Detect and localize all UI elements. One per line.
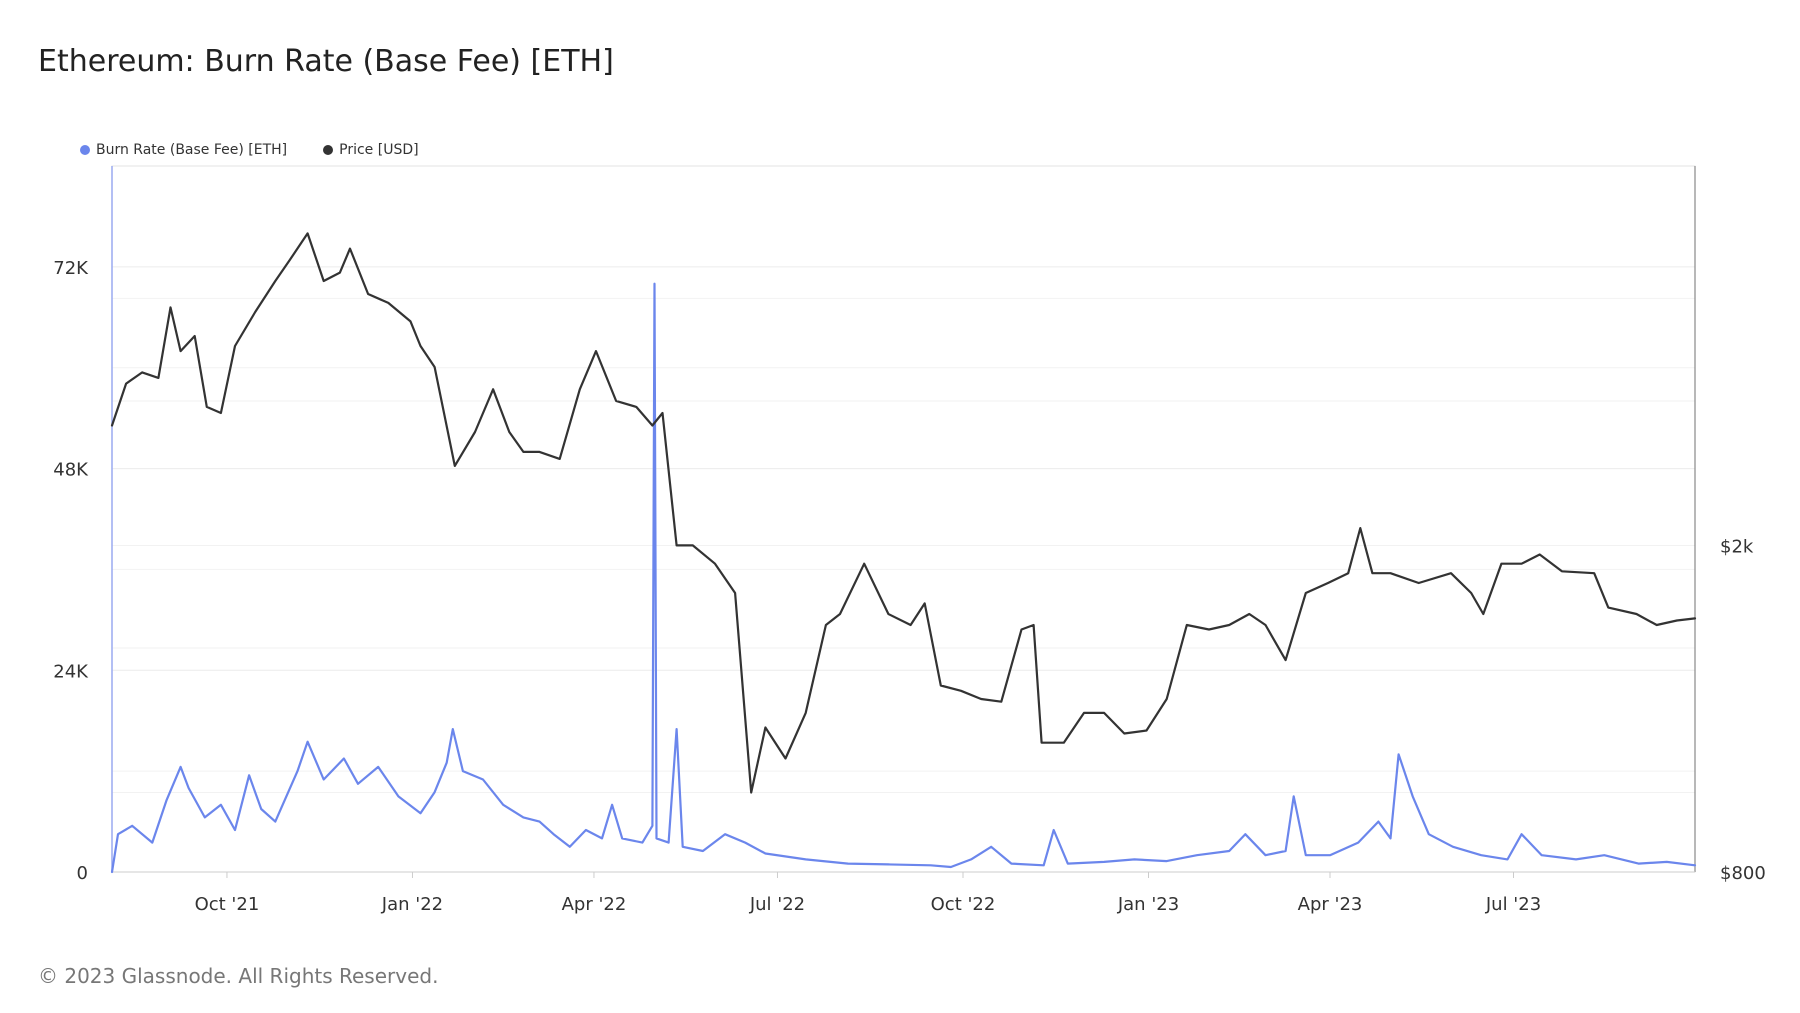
series-price-line	[110, 232, 1697, 794]
plot-frame	[111, 165, 1696, 873]
left-axis-tick-label: 48K	[53, 460, 89, 481]
x-axis-tick-label: Oct '22	[931, 894, 996, 915]
left-axis-tick-label: 72K	[53, 258, 89, 279]
legend-label-burn-rate: Burn Rate (Base Fee) [ETH]	[96, 142, 288, 158]
x-axis-tick-label: Jul '23	[1485, 894, 1541, 915]
x-axis-tick-label: Jan '23	[1117, 894, 1179, 915]
x-axis-tick-label: Jan '22	[381, 894, 443, 915]
chart-legend: Burn Rate (Base Fee) [ETH] Price [USD]	[80, 142, 419, 158]
x-axis-tick-label: Jul '22	[749, 894, 805, 915]
chart-title: Ethereum: Burn Rate (Base Fee) [ETH]	[38, 44, 614, 79]
right-axis-tick-label: $800	[1720, 863, 1766, 884]
left-axis-tick-label: 24K	[53, 661, 89, 682]
legend-dot-price	[323, 145, 334, 155]
x-axis-tick-label: Apr '23	[1298, 894, 1363, 915]
legend-dot-burn-rate	[80, 145, 90, 155]
legend-item-price[interactable]: Price [USD]	[323, 142, 419, 158]
left-axis-tick-label: 0	[77, 863, 88, 884]
x-axis-tick-label: Oct '21	[195, 894, 260, 915]
series-burn-rate-line	[110, 282, 1697, 874]
copyright-text: © 2023 Glassnode. All Rights Reserved.	[38, 964, 439, 988]
right-axis-tick-label: $2k	[1720, 536, 1754, 557]
legend-label-price: Price [USD]	[339, 142, 419, 158]
x-axis-tick-label: Apr '22	[562, 894, 627, 915]
legend-item-burn-rate[interactable]: Burn Rate (Base Fee) [ETH]	[80, 142, 287, 158]
